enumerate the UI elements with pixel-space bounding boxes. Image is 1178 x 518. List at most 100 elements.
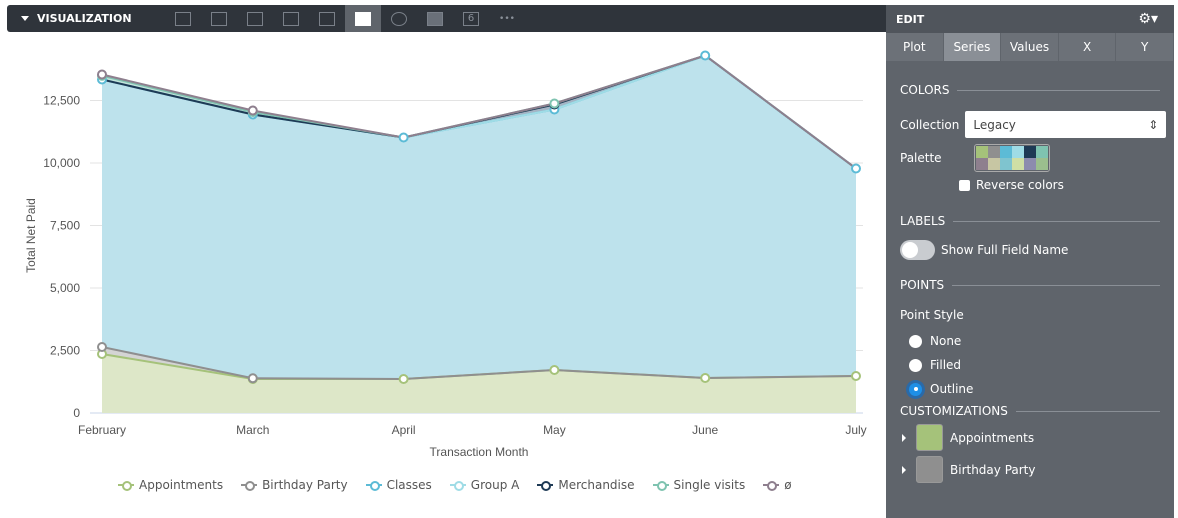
legend-marker-icon — [449, 480, 466, 491]
x-tick-label: April — [392, 423, 416, 437]
data-point[interactable] — [700, 373, 711, 383]
x-tick-label: July — [845, 423, 866, 437]
point-style-label: Point Style — [900, 308, 964, 322]
scatter-chart-button[interactable] — [273, 5, 309, 32]
data-point[interactable] — [398, 374, 409, 384]
table-icon — [175, 11, 191, 26]
legend-label: Appointments — [139, 478, 224, 492]
reverse-colors-label: Reverse colors — [976, 178, 1064, 192]
column-chart-button[interactable] — [201, 5, 237, 32]
data-point[interactable] — [398, 132, 409, 143]
palette-swatch — [1011, 146, 1024, 158]
x-axis-title: Transaction Month — [430, 445, 529, 459]
select-arrows-icon: ⇕ — [1148, 117, 1159, 132]
legend-item[interactable]: Merchandise — [537, 478, 635, 492]
x-tick-label: May — [543, 423, 566, 437]
palette-swatch — [1011, 158, 1024, 170]
single-value-button[interactable]: 6 — [453, 5, 489, 32]
palette-swatch — [1035, 158, 1048, 170]
palette-swatch — [999, 158, 1012, 170]
pie-chart-button[interactable] — [381, 5, 417, 32]
gear-icon[interactable]: ⚙▾ — [1138, 11, 1158, 27]
visualization-toolbar: VISUALIZATION 6 ••• — [7, 5, 886, 32]
tab-values[interactable]: Values — [1001, 33, 1059, 61]
color-swatch[interactable] — [916, 456, 943, 483]
radio-button[interactable] — [909, 382, 922, 396]
map-button[interactable] — [417, 5, 453, 32]
legend-item[interactable]: Group A — [449, 478, 520, 492]
y-tick-label: 0 — [73, 406, 80, 420]
radio-button[interactable] — [909, 334, 922, 348]
legend-label: Group A — [470, 478, 520, 492]
legend-marker-icon — [763, 480, 780, 491]
panel-tabs: Plot Series Values X Y — [886, 33, 1174, 61]
visualization-toggle[interactable]: VISUALIZATION — [7, 12, 165, 25]
expand-arrow-icon[interactable] — [902, 465, 906, 474]
line-chart-button[interactable] — [309, 5, 345, 32]
series-line — [101, 54, 857, 170]
map-icon — [427, 11, 443, 26]
caret-down-icon — [21, 16, 29, 21]
tab-series[interactable]: Series — [943, 33, 1002, 61]
point-style-filled[interactable]: Filled — [900, 358, 1174, 372]
area-chart-button[interactable] — [345, 5, 381, 32]
checkbox[interactable] — [959, 179, 970, 191]
radio-label: None — [930, 334, 962, 348]
show-full-field-name-toggle[interactable] — [900, 240, 935, 260]
data-point[interactable] — [97, 69, 107, 80]
legend-item[interactable]: Single visits — [652, 478, 745, 492]
bar-chart-button[interactable] — [237, 5, 273, 32]
data-point[interactable] — [97, 342, 107, 352]
data-point[interactable] — [549, 98, 560, 109]
legend-marker-icon — [118, 480, 134, 491]
x-tick-label: March — [236, 423, 269, 437]
data-point[interactable] — [549, 365, 560, 375]
palette-swatch — [1035, 146, 1048, 158]
area-chart: 0 2,500 5,000 7,500 10,000 12,500 February Marc… — [24, 50, 867, 459]
show-full-field-name-label: Show Full Field Name — [941, 243, 1069, 257]
reverse-colors-checkbox[interactable]: Reverse colors — [959, 178, 1174, 192]
customization-item[interactable]: Birthday Party — [902, 456, 1174, 483]
edit-panel: EDIT ⚙▾ Plot Series Values X Y COLORS Collect… — [886, 5, 1174, 518]
expand-arrow-icon[interactable] — [902, 433, 906, 442]
colors-heading: COLORS — [900, 83, 1160, 97]
line-chart-icon — [319, 11, 335, 26]
legend-marker-icon — [241, 480, 258, 491]
y-tick-label: 5,000 — [50, 281, 80, 295]
point-style-none[interactable]: None — [900, 334, 1174, 348]
more-button[interactable]: ••• — [489, 5, 525, 32]
data-point[interactable] — [247, 373, 258, 384]
color-swatch[interactable] — [916, 424, 943, 451]
data-point[interactable] — [851, 163, 861, 174]
tab-y[interactable]: Y — [1116, 33, 1174, 61]
bar-chart-icon — [247, 11, 263, 26]
y-tick-label: 12,500 — [43, 94, 80, 108]
customization-item[interactable]: Appointments — [902, 424, 1174, 451]
labels-heading: LABELS — [900, 214, 1160, 228]
collection-select[interactable]: Legacy ⇕ — [965, 111, 1167, 138]
customization-label: Birthday Party — [950, 462, 1036, 477]
legend-label: Birthday Party — [262, 478, 348, 492]
legend-item[interactable]: Birthday Party — [241, 478, 348, 492]
legend-label: Merchandise — [558, 478, 635, 492]
legend-item[interactable]: Classes — [365, 478, 432, 492]
data-point[interactable] — [247, 105, 258, 116]
legend-marker-icon — [652, 480, 669, 491]
data-point[interactable] — [851, 371, 861, 381]
x-tick-label: June — [692, 423, 718, 437]
tab-x[interactable]: X — [1059, 33, 1117, 61]
legend-label: Classes — [386, 478, 432, 492]
point-style-outline[interactable]: Outline — [900, 382, 1174, 396]
data-point[interactable] — [700, 50, 711, 61]
toolbar-title: VISUALIZATION — [37, 12, 132, 25]
tab-plot[interactable]: Plot — [886, 33, 944, 61]
radio-label: Filled — [930, 358, 962, 372]
palette-picker[interactable] — [973, 144, 1050, 172]
radio-button[interactable] — [909, 358, 922, 372]
table-chart-button[interactable] — [165, 5, 201, 32]
legend-item[interactable]: ø — [763, 478, 792, 492]
palette-swatch — [975, 158, 988, 170]
y-tick-label: 2,500 — [50, 344, 80, 358]
legend-item[interactable]: Appointments — [118, 478, 223, 492]
scatter-icon — [283, 11, 299, 26]
